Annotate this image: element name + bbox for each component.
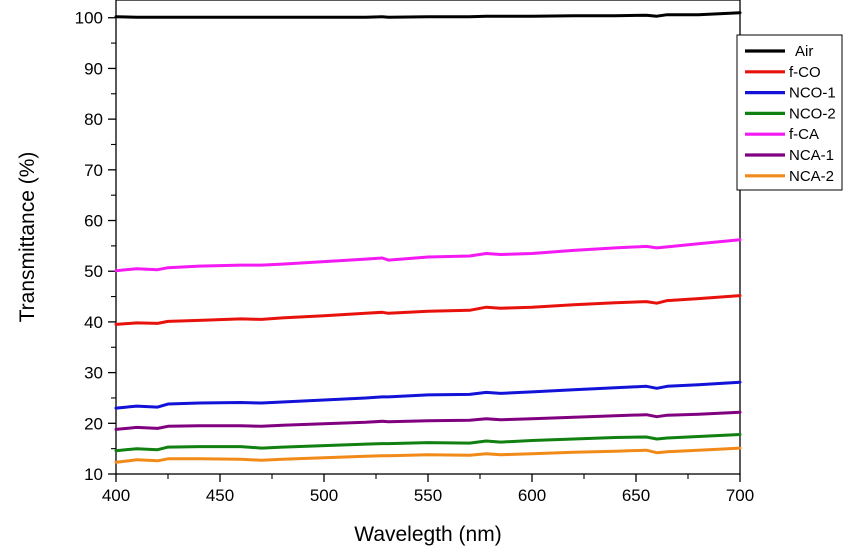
legend-label-air: Air (795, 43, 813, 60)
y-tick-label-100: 100 (75, 9, 103, 28)
y-tick-label-70: 70 (84, 161, 103, 180)
legend-label-nca-2: NCA-2 (789, 168, 834, 185)
x-tick-label-400: 400 (102, 486, 130, 505)
legend-label-nco-1: NCO-1 (789, 85, 836, 102)
y-tick-label-80: 80 (84, 110, 103, 129)
series-line-nca-1 (114, 410, 742, 431)
x-axis: 400 450 500 550 600 650 700 (102, 474, 754, 505)
x-tick-label-650: 650 (622, 486, 650, 505)
x-tick-label-500: 500 (310, 486, 338, 505)
series-line-f-co (114, 294, 742, 326)
legend-label-nco-2: NCO-2 (789, 105, 836, 122)
y-tick-label-40: 40 (84, 313, 103, 332)
legend-label-f-ca: f-CA (789, 126, 819, 143)
series-lines (114, 11, 742, 464)
series-line-nco-2 (114, 433, 742, 453)
x-tick-label-550: 550 (414, 486, 442, 505)
series-line-air (114, 11, 742, 19)
y-tick-label-50: 50 (84, 262, 103, 281)
x-tick-label-700: 700 (726, 486, 754, 505)
y-tick-label-30: 30 (84, 364, 103, 383)
series-line-nco-1 (114, 380, 742, 410)
series-line-f-ca (114, 238, 742, 273)
series-line-nca-2 (114, 446, 742, 464)
legend-label-nca-1: NCA-1 (789, 147, 834, 164)
x-tick-label-600: 600 (518, 486, 546, 505)
y-tick-label-10: 10 (84, 465, 103, 484)
y-tick-label-60: 60 (84, 212, 103, 231)
legend: Air f-CO NCO-1 NCO-2 f-CA NCA-1 NCA-2 (736, 34, 843, 191)
y-tick-label-20: 20 (84, 414, 103, 433)
x-tick-label-450: 450 (206, 486, 234, 505)
y-axis: 10 20 30 40 50 60 70 80 90 100 (75, 9, 116, 484)
y-tick-label-90: 90 (84, 59, 103, 78)
y-axis-title: Transmittance (%) (16, 152, 39, 323)
legend-label-f-co: f-CO (789, 64, 821, 81)
x-axis-title: Wavelegth (nm) (354, 523, 501, 546)
